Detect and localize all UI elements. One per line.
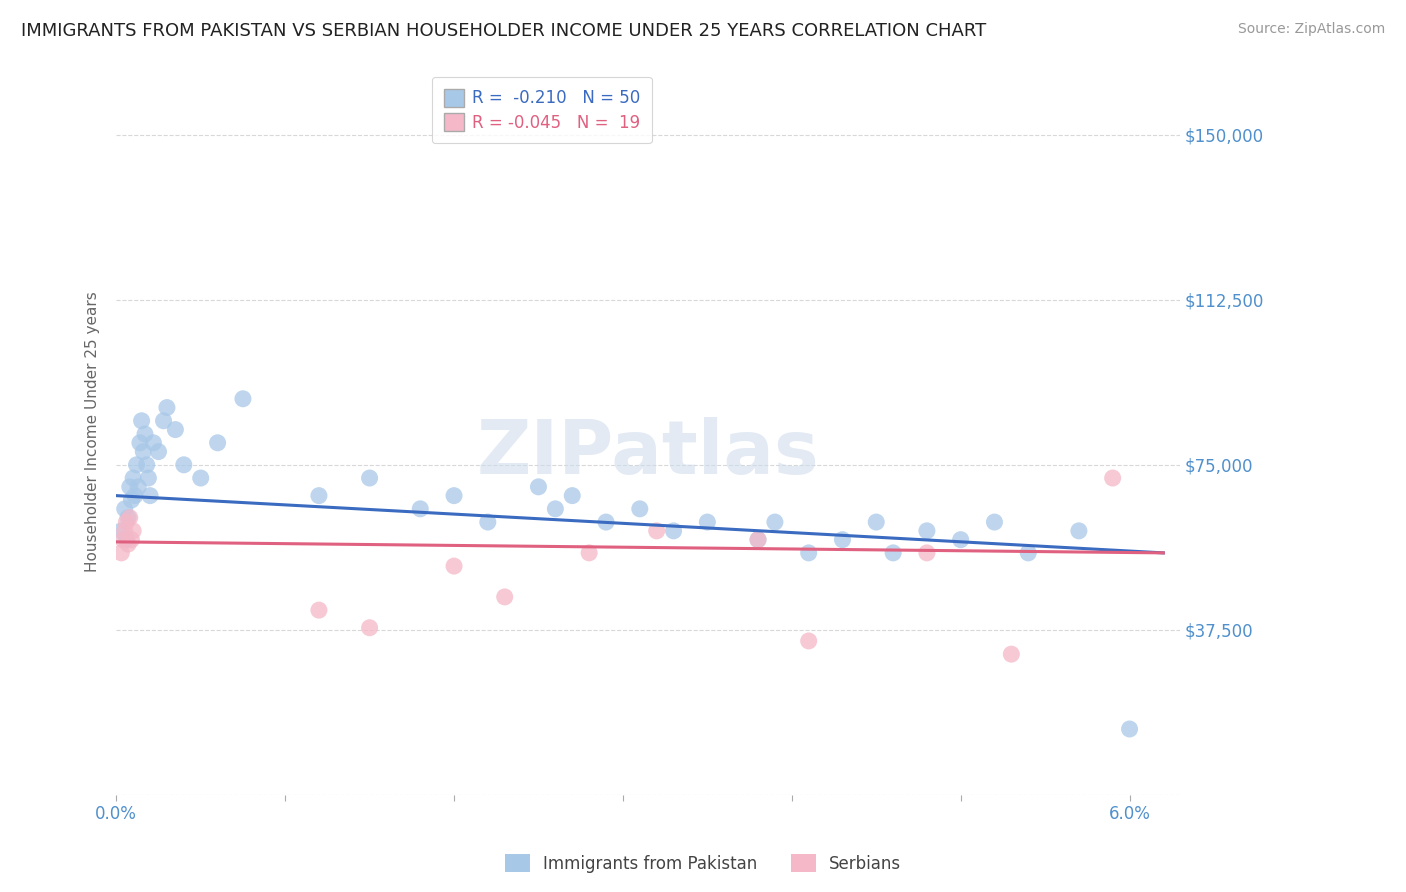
Point <box>696 515 718 529</box>
Point <box>138 471 160 485</box>
Point <box>110 524 132 538</box>
Point <box>628 501 651 516</box>
Point <box>165 423 187 437</box>
Point <box>129 435 152 450</box>
Point <box>125 458 148 472</box>
Point <box>983 515 1005 529</box>
Point <box>134 427 156 442</box>
Point <box>127 480 149 494</box>
Point <box>142 435 165 450</box>
Point <box>308 489 330 503</box>
Point <box>645 524 668 538</box>
Point <box>121 493 143 508</box>
Point <box>121 533 143 547</box>
Point <box>797 634 820 648</box>
Point <box>114 501 136 516</box>
Point <box>112 533 135 547</box>
Point <box>135 458 157 472</box>
Point <box>207 435 229 450</box>
Point <box>477 515 499 529</box>
Point <box>118 510 141 524</box>
Y-axis label: Householder Income Under 25 years: Householder Income Under 25 years <box>86 292 100 572</box>
Point <box>114 524 136 538</box>
Point <box>1017 546 1039 560</box>
Point <box>124 489 146 503</box>
Point <box>359 471 381 485</box>
Point <box>122 524 145 538</box>
Point <box>561 489 583 503</box>
Point <box>797 546 820 560</box>
Point <box>595 515 617 529</box>
Point <box>117 537 139 551</box>
Point <box>308 603 330 617</box>
Point <box>173 458 195 472</box>
Point <box>1067 524 1090 538</box>
Point <box>131 414 153 428</box>
Point <box>865 515 887 529</box>
Text: Source: ZipAtlas.com: Source: ZipAtlas.com <box>1237 22 1385 37</box>
Point <box>915 524 938 538</box>
Point <box>831 533 853 547</box>
Point <box>152 414 174 428</box>
Point <box>494 590 516 604</box>
Point <box>118 480 141 494</box>
Legend: R =  -0.210   N = 50, R = -0.045   N =  19: R = -0.210 N = 50, R = -0.045 N = 19 <box>432 77 652 144</box>
Point <box>443 559 465 574</box>
Point <box>578 546 600 560</box>
Point <box>115 515 138 529</box>
Point <box>763 515 786 529</box>
Point <box>359 621 381 635</box>
Point <box>156 401 179 415</box>
Point <box>115 533 138 547</box>
Point <box>527 480 550 494</box>
Point <box>117 510 139 524</box>
Point <box>148 444 170 458</box>
Point <box>1118 722 1140 736</box>
Point <box>232 392 254 406</box>
Legend: Immigrants from Pakistan, Serbians: Immigrants from Pakistan, Serbians <box>498 847 908 880</box>
Point <box>409 501 432 516</box>
Point <box>949 533 972 547</box>
Point <box>662 524 685 538</box>
Point <box>110 546 132 560</box>
Point <box>747 533 769 547</box>
Point <box>882 546 904 560</box>
Point <box>915 546 938 560</box>
Point <box>544 501 567 516</box>
Point <box>443 489 465 503</box>
Point <box>1000 647 1022 661</box>
Text: ZIPatlas: ZIPatlas <box>477 417 820 490</box>
Point <box>1101 471 1123 485</box>
Point <box>190 471 212 485</box>
Point <box>132 444 155 458</box>
Point <box>122 471 145 485</box>
Point <box>747 533 769 547</box>
Point <box>139 489 162 503</box>
Text: IMMIGRANTS FROM PAKISTAN VS SERBIAN HOUSEHOLDER INCOME UNDER 25 YEARS CORRELATIO: IMMIGRANTS FROM PAKISTAN VS SERBIAN HOUS… <box>21 22 987 40</box>
